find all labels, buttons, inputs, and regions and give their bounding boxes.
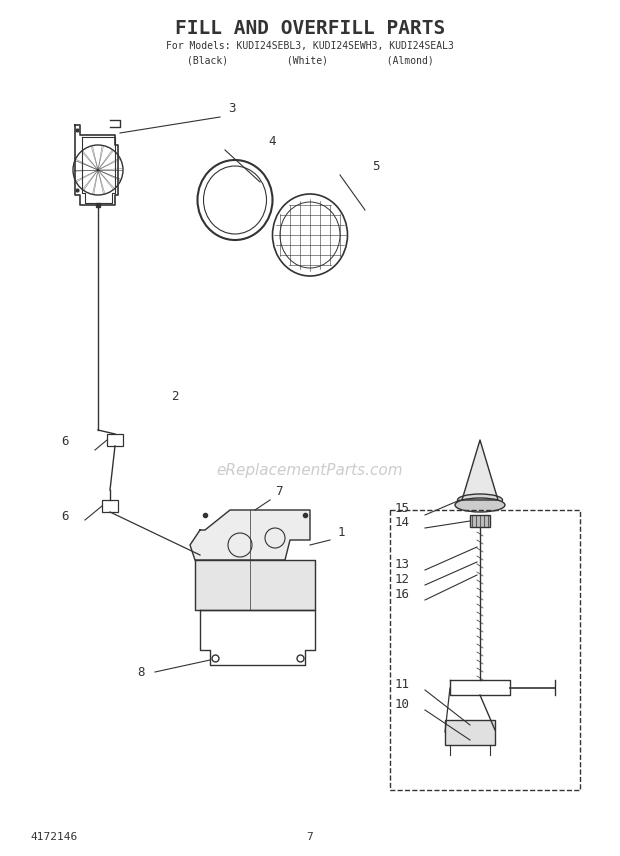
Text: 3: 3 (228, 102, 236, 115)
Text: For Models: KUDI24SEBL3, KUDI24SEWH3, KUDI24SEAL3: For Models: KUDI24SEBL3, KUDI24SEWH3, KU… (166, 41, 454, 51)
Ellipse shape (458, 494, 502, 506)
Bar (390, 510, 580, 790)
Text: 4172146: 4172146 (30, 832, 78, 842)
Text: 16: 16 (395, 588, 410, 601)
Polygon shape (462, 440, 498, 500)
Text: 13: 13 (395, 558, 410, 571)
FancyBboxPatch shape (470, 515, 490, 527)
Text: 2: 2 (171, 390, 179, 403)
Bar (107, 434, 123, 446)
Text: 15: 15 (395, 502, 410, 515)
Text: (Black)          (White)          (Almond): (Black) (White) (Almond) (187, 55, 433, 65)
Text: 6: 6 (61, 510, 69, 523)
Polygon shape (190, 510, 310, 560)
Bar (102, 500, 118, 512)
Text: 8: 8 (138, 666, 145, 679)
Text: 7: 7 (275, 485, 283, 498)
Text: 12: 12 (395, 573, 410, 586)
Text: 4: 4 (268, 135, 275, 148)
Text: 10: 10 (395, 698, 410, 711)
Bar (445, 720, 495, 745)
Text: 5: 5 (372, 160, 379, 173)
Text: 6: 6 (61, 435, 69, 448)
Ellipse shape (455, 498, 505, 512)
Text: 7: 7 (307, 832, 313, 842)
Text: 1: 1 (338, 526, 345, 539)
Polygon shape (195, 560, 315, 610)
Text: eReplacementParts.com: eReplacementParts.com (216, 462, 404, 478)
Text: 11: 11 (395, 678, 410, 691)
Text: 14: 14 (395, 516, 410, 529)
Text: FILL AND OVERFILL PARTS: FILL AND OVERFILL PARTS (175, 19, 445, 38)
